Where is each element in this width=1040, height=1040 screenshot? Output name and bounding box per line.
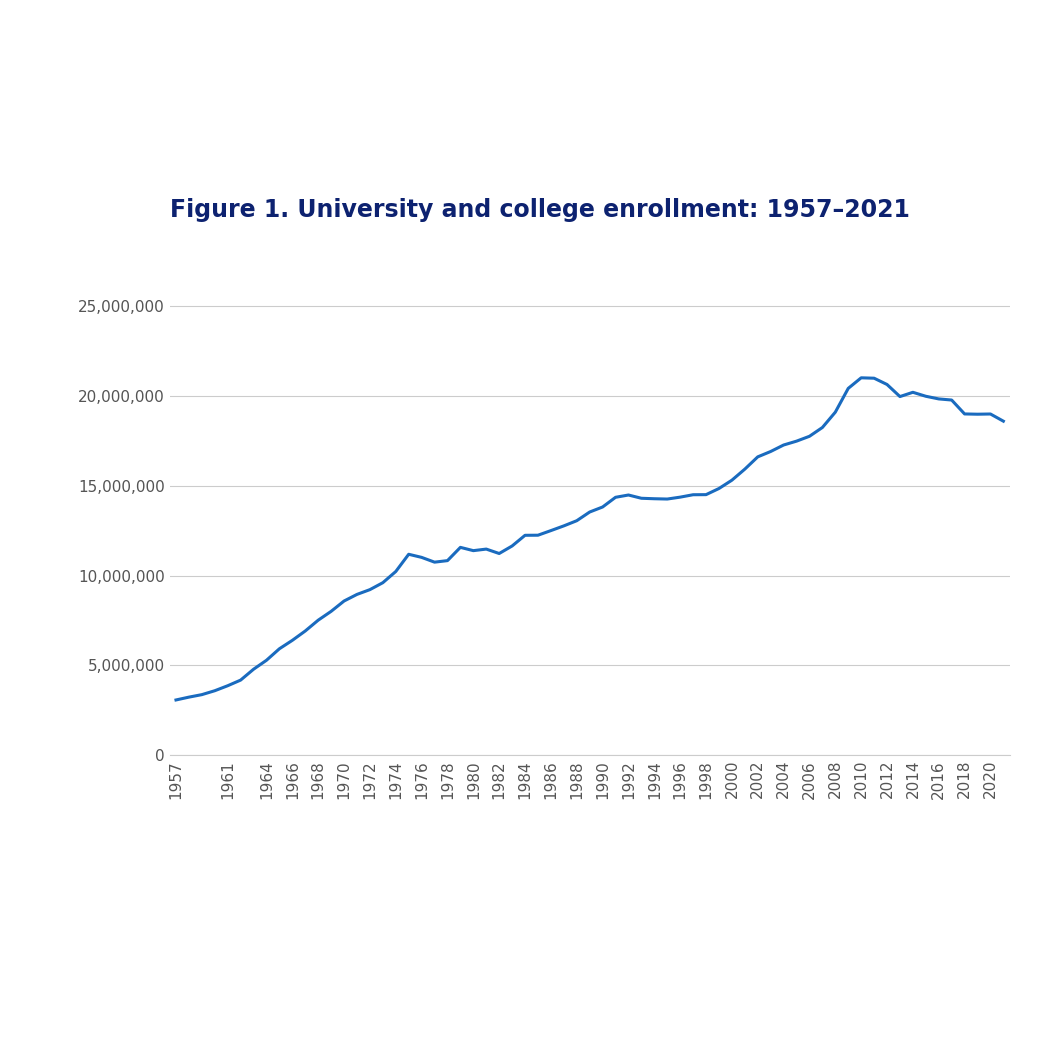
Text: Figure 1. University and college enrollment: 1957–2021: Figure 1. University and college enrollm…	[170, 198, 909, 222]
